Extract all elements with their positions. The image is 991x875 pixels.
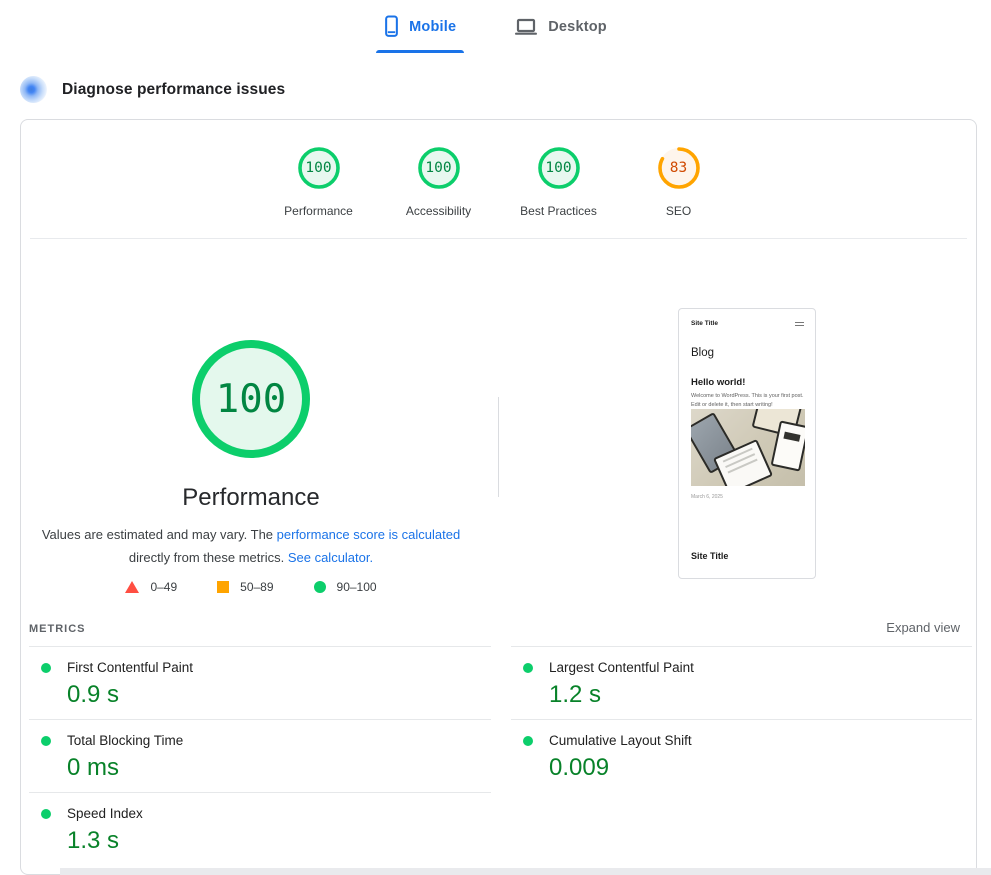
pass-dot-icon [523,735,533,746]
description-text-middle: directly from these metrics. [128,549,288,565]
category-scores: 100 Performance 100 Accessibility 100 [21,146,976,218]
metric-value: 0 ms [67,754,120,781]
pass-dot-icon [41,735,51,746]
legend-pass: 90–100 [313,580,377,594]
pass-dot-icon [41,808,51,819]
thumbnail-header: Site Title [691,320,804,327]
site-screenshot-thumbnail: Site Title Blog Hello world! Welcome to … [678,308,816,579]
report-card: 100 Performance 100 Accessibility 100 [20,119,977,875]
pass-dot-icon [523,662,533,673]
metric-value: 0.009 [549,754,610,781]
metric-value: 1.3 s [67,827,120,854]
performance-section-title: Performance [182,484,320,511]
accessibility-gauge-icon: 100 [417,146,461,190]
performance-main-score: 100 [215,376,287,422]
metric-first-contentful-paint: First Contentful Paint 0.9 s [29,646,491,719]
metric-value: 0.9 s [67,681,120,708]
score-performance-label: Performance [284,204,353,218]
tab-desktop-label: Desktop [548,19,607,35]
thumbnail-post-image [691,409,805,486]
score-seo[interactable]: 83 SEO [619,146,739,218]
score-description: Values are estimated and may vary. The p… [41,524,461,570]
metric-name: First Contentful Paint [67,660,194,675]
metrics-header: METRICS Expand view [29,620,960,635]
legend-fail: 0–49 [125,580,177,594]
page-title: Diagnose performance issues [62,80,286,98]
metrics-column-left: First Contentful Paint 0.9 s Total Block… [29,646,491,865]
best-practices-gauge-icon: 100 [537,146,581,190]
score-seo-value: 83 [669,160,688,176]
see-calculator-link[interactable]: See calculator. [287,549,374,565]
expand-view-button[interactable]: Expand view [886,620,960,635]
legend-average: 50–89 [217,580,274,594]
vertical-divider [498,397,499,497]
score-accessibility[interactable]: 100 Accessibility [379,146,499,218]
thumbnail-footer-title: Site Title [691,551,729,561]
thumbnail-site-title: Site Title [691,320,718,327]
metric-cumulative-layout-shift: Cumulative Layout Shift 0.009 [511,719,972,792]
performance-main-gauge: 100 [191,339,311,459]
metric-name: Total Blocking Time [67,733,184,748]
metric-total-blocking-time: Total Blocking Time 0 ms [29,719,491,792]
device-tabs: Mobile Desktop [0,0,991,53]
score-best-practices[interactable]: 100 Best Practices [499,146,619,218]
pass-circle-icon [313,581,326,593]
metrics-title: METRICS [29,623,86,635]
metric-largest-contentful-paint: Largest Contentful Paint 1.2 s [511,646,972,719]
metric-name: Speed Index [67,806,143,821]
thumbnail-post-date: March 6, 2025 [691,494,723,500]
legend-pass-range: 90–100 [336,580,377,594]
metric-name: Largest Contentful Paint [549,660,694,675]
performance-gauge-icon: 100 [297,146,341,190]
section-header: Diagnose performance issues [20,76,285,103]
thumbnail-nav-blog: Blog [691,347,715,359]
thumbnail-post-excerpt: Welcome to WordPress. This is your first… [691,393,804,408]
score-performance-value: 100 [305,160,332,176]
legend-fail-range: 0–49 [150,580,178,594]
tab-mobile-label: Mobile [409,19,457,35]
metric-name: Cumulative Layout Shift [549,733,692,748]
pass-dot-icon [41,662,51,673]
legend-average-range: 50–89 [240,580,274,594]
score-best-practices-value: 100 [545,160,572,176]
score-legend: 0–49 50–89 90–100 [21,580,481,594]
score-calculated-link[interactable]: performance score is calculated [276,527,461,542]
fail-triangle-icon [125,581,140,593]
average-square-icon [217,581,230,593]
score-best-practices-label: Best Practices [520,204,597,218]
score-seo-label: SEO [665,204,692,218]
next-section-edge [60,868,991,875]
seo-gauge-icon: 83 [657,146,701,190]
metric-value: 1.2 s [549,681,602,708]
performance-pulse-icon [20,76,47,103]
scores-divider [30,238,967,239]
hamburger-menu-icon [795,321,804,326]
desktop-laptop-icon [515,18,538,35]
score-performance[interactable]: 100 Performance [259,146,379,218]
metrics-grid: First Contentful Paint 0.9 s Total Block… [29,646,972,865]
metrics-column-right: Largest Contentful Paint 1.2 s Cumulativ… [511,646,972,865]
thumbnail-post-title: Hello world! [691,377,746,388]
tab-mobile[interactable]: Mobile [376,13,465,53]
description-text: Values are estimated and may vary. The [41,527,277,542]
mobile-phone-icon [385,15,398,37]
metric-speed-index: Speed Index 1.3 s [29,792,491,865]
score-accessibility-value: 100 [425,160,452,176]
tab-desktop[interactable]: Desktop [506,13,615,53]
score-accessibility-label: Accessibility [405,204,472,218]
